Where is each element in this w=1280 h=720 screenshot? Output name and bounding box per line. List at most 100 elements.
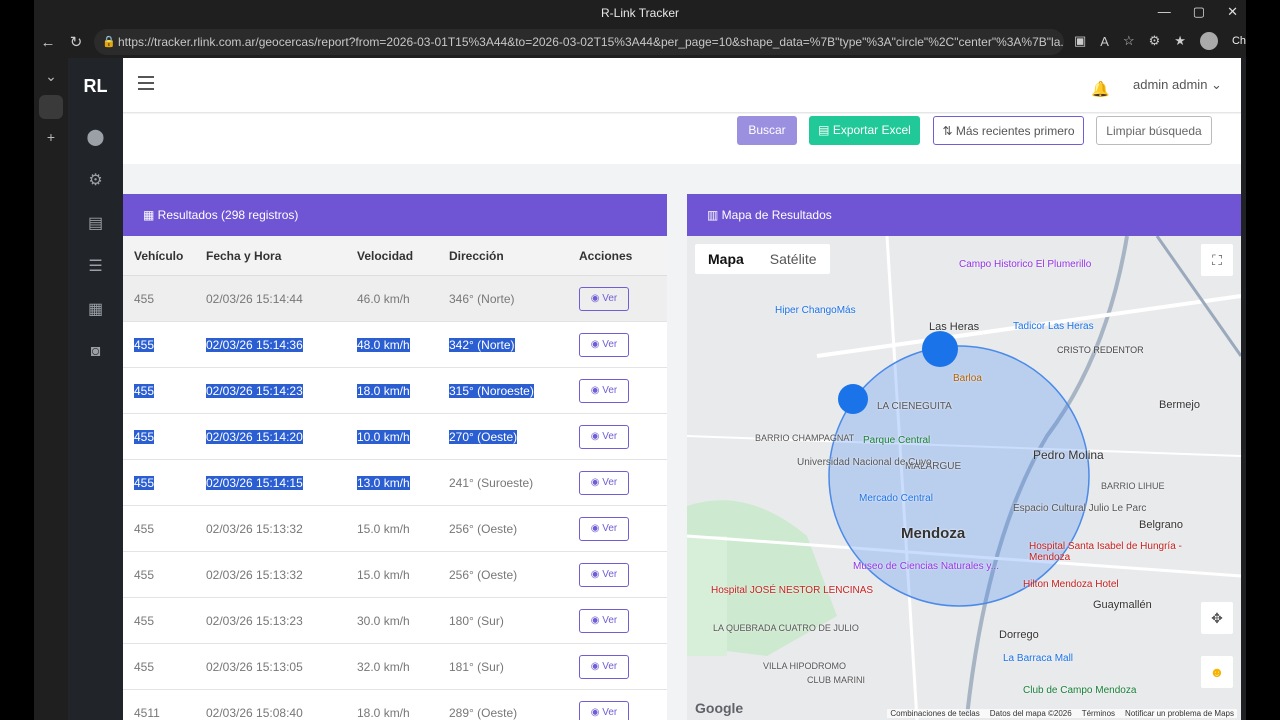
url-field[interactable]: 🔒 https://tracker.rlink.com.ar/geocercas… — [94, 29, 1064, 55]
map-label-belgrano: Belgrano — [1139, 519, 1184, 531]
cell-velocidad: 18.0 km/h — [357, 706, 449, 720]
map-label-la-cieneguita: LA CIENEGUITA — [877, 401, 952, 412]
top-navbar: 🔔 admin admin ⌄ — [123, 58, 1241, 113]
keyboard-shortcuts-link[interactable]: Combinaciones de teclas — [890, 709, 980, 718]
cell-text: 02/03/26 15:13:05 — [206, 659, 303, 674]
profile-avatar[interactable] — [1199, 32, 1218, 50]
reload-icon[interactable]: ↻ — [69, 34, 83, 51]
search-button[interactable]: Buscar — [737, 116, 797, 145]
ver-button[interactable]: ◉ Ver — [579, 470, 629, 495]
cell-velocidad: 48.0 km/h — [357, 337, 449, 352]
settings-icon[interactable]: ⚙ — [88, 171, 103, 189]
cell-text: 02/03/26 15:08:40 — [206, 705, 303, 720]
col-velocidad: Velocidad — [357, 248, 414, 263]
ver-button[interactable]: ◉ Ver — [579, 286, 629, 311]
extensions-icon[interactable]: ⚙ — [1148, 33, 1161, 48]
table-row: 455 02/03/26 15:14:36 48.0 km/h 342° (Norte… — [123, 322, 667, 368]
menu-icon[interactable] — [138, 76, 154, 90]
cell-text: 02/03/26 15:14:44 — [206, 291, 303, 306]
maximize-icon[interactable]: ▢ — [1192, 4, 1206, 19]
cell-fecha: 02/03/26 15:14:44 — [206, 292, 357, 306]
close-icon[interactable]: ✕ — [1227, 4, 1238, 19]
vehicle-marker[interactable] — [838, 384, 868, 414]
geofence-circle[interactable] — [828, 345, 1090, 607]
cell-fecha: 02/03/26 15:08:40 — [206, 706, 357, 720]
chat-button[interactable]: Chat — [1231, 35, 1246, 47]
new-tab-icon[interactable]: + — [46, 129, 56, 145]
user-menu[interactable]: admin admin ⌄ — [1133, 77, 1222, 92]
ver-label: Ver — [602, 476, 618, 488]
ver-button[interactable]: ◉ Ver — [579, 516, 629, 541]
cell-direccion: 180° (Sur) — [449, 614, 579, 628]
robot-icon[interactable]: ◙ — [90, 342, 101, 360]
terms-link[interactable]: Términos — [1081, 709, 1116, 718]
map-type-satelite[interactable]: Satélite — [769, 251, 817, 267]
cell-vehiculo: 455 — [123, 568, 206, 582]
cell-text: 455 — [134, 383, 155, 398]
ver-button[interactable]: ◉ Ver — [579, 332, 629, 357]
map-label-mendoza: Mendoza — [901, 525, 966, 542]
camera-control-icon[interactable]: ✥ — [1201, 602, 1233, 634]
map-label-cristo: CRISTO REDENTOR — [1057, 345, 1144, 355]
ver-label: Ver — [602, 338, 618, 350]
ver-button[interactable]: ◉ Ver — [579, 562, 629, 587]
cell-text: 10.0 km/h — [357, 429, 410, 444]
ver-label: Ver — [602, 660, 618, 672]
minimize-icon[interactable]: — — [1157, 4, 1171, 19]
contacts-icon[interactable]: ▤ — [87, 214, 104, 232]
chevron-down-icon[interactable]: ⌄ — [45, 68, 57, 84]
road-1 — [816, 294, 1241, 358]
results-header: ▦ Resultados (298 registros) — [123, 194, 667, 236]
eye-icon: ◉ — [590, 522, 603, 534]
reports-icon[interactable]: ☰ — [88, 257, 103, 275]
favorite-icon[interactable]: ☆ — [1122, 33, 1135, 48]
map-label-campo-historico: Campo Historico El Plumerillo — [959, 259, 1092, 270]
map-type-mapa[interactable]: Mapa — [708, 251, 744, 267]
map-label-barrio-champagnat: BARRIO CHAMPAGNAT — [755, 433, 855, 443]
cell-text: 455 — [134, 613, 155, 628]
cell-direccion: 181° (Sur) — [449, 660, 579, 674]
cell-fecha: 02/03/26 15:13:05 — [206, 660, 357, 674]
export-excel-button[interactable]: ▤ Exportar Excel — [809, 116, 920, 145]
cell-text: 256° (Oeste) — [449, 521, 518, 536]
col-vehiculo: Vehículo — [134, 248, 184, 263]
cell-acciones: ◉ Ver — [579, 654, 667, 679]
table-row: 455 02/03/26 15:13:05 32.0 km/h 181° (Sur) ◉… — [123, 644, 667, 690]
cell-text: 46.0 km/h — [357, 291, 410, 306]
cell-text: 15.0 km/h — [357, 567, 410, 582]
cell-text: 342° (Norte) — [449, 337, 515, 352]
report-problem-link[interactable]: Notificar un problema de Maps — [1125, 709, 1234, 718]
ver-button[interactable]: ◉ Ver — [579, 654, 629, 679]
cell-fecha: 02/03/26 15:14:23 — [206, 383, 357, 398]
back-icon[interactable]: ← — [40, 33, 56, 51]
clear-search-button[interactable]: Limpiar búsqueda — [1096, 116, 1212, 145]
cell-direccion: 315° (Noroeste) — [449, 383, 579, 398]
cell-fecha: 02/03/26 15:13:23 — [206, 614, 357, 628]
cell-fecha: 02/03/26 15:13:32 — [206, 568, 357, 582]
sort-button[interactable]: ⇅ Más recientes primero — [933, 116, 1084, 145]
location-icon[interactable]: ⬤ — [86, 128, 105, 146]
ver-button[interactable]: ◉ Ver — [579, 424, 629, 449]
ver-button[interactable]: ◉ Ver — [579, 608, 629, 633]
map-label-las-heras: Las Heras — [929, 321, 980, 333]
cell-acciones: ◉ Ver — [579, 516, 667, 541]
favorites-icon[interactable]: ★ — [1174, 33, 1186, 48]
cell-acciones: ◉ Ver — [579, 424, 667, 449]
ver-button[interactable]: ◉ Ver — [579, 700, 629, 720]
read-aloud-icon[interactable]: A — [1100, 33, 1109, 49]
ver-button[interactable]: ◉ Ver — [579, 378, 629, 403]
cell-velocidad: 15.0 km/h — [357, 522, 449, 536]
bell-icon[interactable]: 🔔 — [1091, 81, 1110, 98]
cell-acciones: ◉ Ver — [579, 286, 667, 311]
cell-velocidad: 15.0 km/h — [357, 568, 449, 582]
pegman-icon[interactable]: ☻ — [1201, 656, 1233, 688]
ver-label: Ver — [602, 614, 618, 626]
road-4 — [687, 435, 1241, 457]
col-acciones: Acciones — [579, 248, 633, 263]
vehicle-marker[interactable] — [922, 331, 958, 367]
map-canvas[interactable]: Mapa Satélite ⛶ ✥ ☻ Mendoza Las Heras LA C… — [687, 236, 1241, 720]
split-icon[interactable]: ▣ — [1074, 33, 1087, 48]
calendar-icon[interactable]: ▦ — [87, 300, 104, 318]
fullscreen-icon[interactable]: ⛶ — [1201, 244, 1233, 276]
tab-favicon-icon[interactable] — [39, 95, 63, 119]
